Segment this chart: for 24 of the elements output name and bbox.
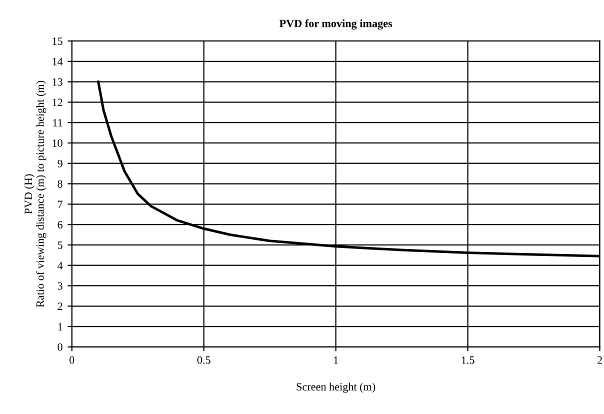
y-tick-label: 8 bbox=[58, 180, 62, 188]
y-tick-label: 6 bbox=[58, 221, 63, 229]
y-tick-label: 5 bbox=[58, 242, 62, 249]
x-tick-label: 0 bbox=[70, 356, 74, 364]
x-tick-label: 0.5 bbox=[197, 356, 210, 364]
x-tick-label: 1 bbox=[334, 356, 338, 364]
y-tick-label: 13 bbox=[52, 78, 62, 86]
y-tick-label: 1 bbox=[58, 323, 62, 330]
y-tick-label: 12 bbox=[52, 98, 62, 106]
y-tick-label: 15 bbox=[52, 38, 62, 45]
y-tick-label: 2 bbox=[58, 302, 62, 310]
y-tick-label: 9 bbox=[58, 160, 62, 168]
y-axis-title: PVD (H) Ratio of viewing distance (m) to picture height (m) bbox=[24, 80, 46, 308]
y-tick-label: 3 bbox=[58, 282, 62, 290]
y-tick-label: 0 bbox=[58, 343, 62, 351]
chart-title: PVD for moving images bbox=[279, 19, 392, 30]
x-tick-label: 2 bbox=[597, 356, 602, 364]
y-tick-label: 4 bbox=[58, 262, 63, 270]
y-tick-label: 11 bbox=[53, 119, 62, 126]
y-tick-label: 7 bbox=[58, 200, 63, 208]
y-tick-label: 10 bbox=[52, 139, 62, 147]
y-tick-label: 14 bbox=[52, 58, 63, 66]
x-tick-label: 1.5 bbox=[462, 356, 474, 364]
x-axis-title: Screen height (m) bbox=[296, 382, 376, 393]
